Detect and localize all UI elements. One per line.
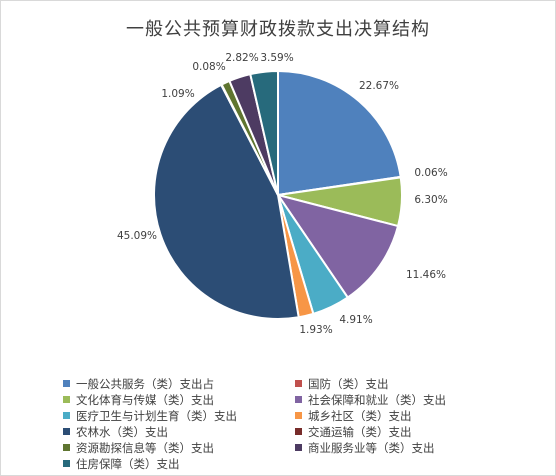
legend-swatch <box>63 380 70 387</box>
legend-label: 农林水（类）支出 <box>76 424 168 439</box>
legend-item: 医疗卫生与计划生育（类）支出 <box>63 408 295 423</box>
data-label: 6.30% <box>414 194 447 206</box>
chart-title: 一般公共预算财政拨款支出决算结构 <box>126 19 430 40</box>
legend-swatch <box>63 396 70 403</box>
legend-label: 交通运输（类）支出 <box>308 424 412 439</box>
legend-swatch <box>295 412 302 419</box>
chart-legend: 一般公共服务（类）支出占 国防（类）支出文化体育与传媒（类）支出 社会保障和就业（类… <box>63 376 533 471</box>
legend-item: 商业服务业等（类）支出 <box>295 440 527 455</box>
legend-swatch <box>295 428 302 435</box>
pie-chart: 22.67% 0.06% 6.30% 11.46% 4.91% 1.93% 45.09% 0.… <box>117 52 448 336</box>
data-label: 4.91% <box>339 314 372 326</box>
legend-label: 国防（类）支出 <box>308 376 389 391</box>
data-label: 2.82% <box>225 52 258 64</box>
legend-item: 文化体育与传媒（类）支出 <box>63 392 295 407</box>
data-label: 45.09% <box>117 230 157 242</box>
data-label: 0.08% <box>192 61 225 73</box>
legend-label: 城乡社区（类）支出 <box>308 408 412 423</box>
data-label: 3.59% <box>260 52 293 64</box>
legend-swatch <box>63 428 70 435</box>
data-label: 1.09% <box>161 88 194 100</box>
legend-item: 社会保障和就业（类）支出 <box>295 392 527 407</box>
legend-item: 住房保障（类）支出 <box>63 456 295 471</box>
legend-swatch <box>295 396 302 403</box>
legend-label: 一般公共服务（类）支出占 <box>76 376 214 391</box>
legend-label: 社会保障和就业（类）支出 <box>308 392 446 407</box>
legend-label: 资源勘探信息等（类）支出 <box>76 440 214 455</box>
legend-item: 资源勘探信息等（类）支出 <box>63 440 295 455</box>
legend-swatch <box>63 460 70 467</box>
data-label: 22.67% <box>359 80 399 92</box>
legend-label: 文化体育与传媒（类）支出 <box>76 392 214 407</box>
data-label: 11.46% <box>406 269 446 281</box>
legend-item: 一般公共服务（类）支出占 <box>63 376 295 391</box>
legend-swatch <box>295 444 302 451</box>
legend-swatch <box>63 444 70 451</box>
legend-item: 农林水（类）支出 <box>63 424 295 439</box>
pie-slice <box>153 83 300 320</box>
legend-item: 国防（类）支出 <box>295 376 527 391</box>
pie-slice <box>275 193 400 299</box>
pie-slice <box>249 69 279 196</box>
legend-swatch <box>63 412 70 419</box>
data-label: 0.06% <box>414 167 447 179</box>
legend-label: 医疗卫生与计划生育（类）支出 <box>76 408 237 423</box>
legend-item: 交通运输（类）支出 <box>295 424 527 439</box>
legend-item: 城乡社区（类）支出 <box>295 408 527 423</box>
legend-label: 住房保障（类）支出 <box>76 456 180 471</box>
data-label: 1.93% <box>299 324 332 336</box>
pie-slice <box>277 69 402 197</box>
legend-swatch <box>295 380 302 387</box>
legend-label: 商业服务业等（类）支出 <box>308 440 435 455</box>
